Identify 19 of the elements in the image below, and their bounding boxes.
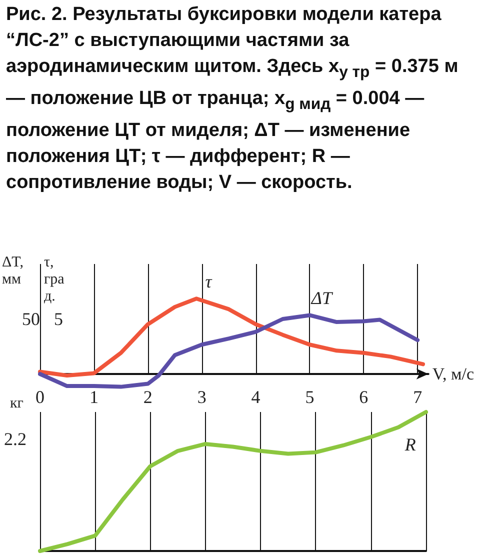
y-axis-title: кг	[10, 396, 24, 412]
x-tick-label: 0	[36, 387, 44, 407]
chart-title: Рис. 2. Результаты буксировки модели катера “ЛС-2” с выступающими частями за аэродинамическим щитом. Здесь x$_{y тр}$ = 0.375 м — положение ЦВ от транца; x$_{g мид}$ = 0.004 — положение ЦТ от миделя; ΔT — изменение положения ЦТ; τ — дифферент; R — сопротивление воды; V — скорость.	[6, 4, 458, 193]
x-tick-label: 3	[197, 387, 206, 407]
y2-axis-title: τ, град.	[44, 254, 65, 304]
x-tick-label: 2	[143, 387, 152, 407]
text: 50	[22, 309, 40, 329]
x-tick-label: 6	[359, 387, 368, 407]
x-axis-title: V, м/с	[432, 364, 474, 384]
series-label: ΔT	[310, 288, 334, 308]
x-tick-label: 7	[413, 387, 422, 407]
text: 2.2	[4, 429, 26, 449]
x-tick-label: 5	[305, 387, 314, 407]
series-label: τ	[205, 272, 212, 292]
x-tick-label: 4	[251, 387, 260, 407]
annotation: 5	[54, 309, 63, 329]
series-label: R	[404, 434, 416, 454]
x-tick-label: 1	[89, 387, 98, 407]
y-axis-title: ΔT, мм	[2, 254, 28, 288]
